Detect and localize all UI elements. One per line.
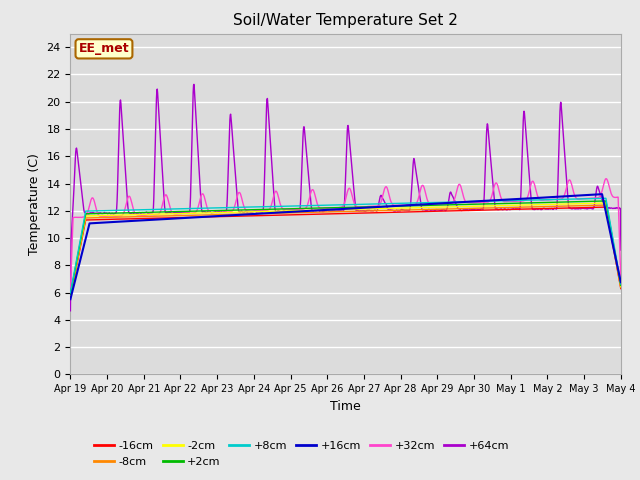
- Legend: -16cm, -8cm, -2cm, +2cm, +8cm, +16cm, +32cm, +64cm: -16cm, -8cm, -2cm, +2cm, +8cm, +16cm, +3…: [90, 437, 513, 471]
- Title: Soil/Water Temperature Set 2: Soil/Water Temperature Set 2: [233, 13, 458, 28]
- X-axis label: Time: Time: [330, 400, 361, 413]
- Text: EE_met: EE_met: [79, 42, 129, 55]
- Y-axis label: Temperature (C): Temperature (C): [28, 153, 41, 255]
